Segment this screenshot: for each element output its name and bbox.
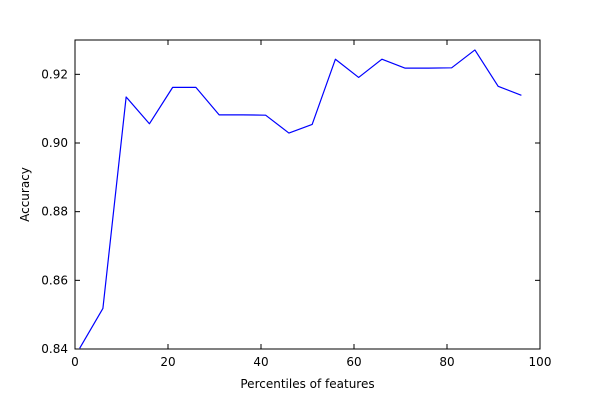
series-line-0 xyxy=(79,49,522,349)
x-tick-label: 40 xyxy=(253,355,268,369)
y-tick-label: 0.90 xyxy=(41,136,68,150)
y-tick-label: 0.84 xyxy=(41,342,68,356)
x-axis-label: Percentiles of features xyxy=(240,377,374,391)
y-tick-label: 0.92 xyxy=(41,67,68,81)
x-tick-label: 100 xyxy=(529,355,552,369)
plot-area xyxy=(79,49,522,349)
x-tick-label: 20 xyxy=(160,355,175,369)
y-axis-label: Accuracy xyxy=(18,167,32,222)
x-tick-label: 0 xyxy=(71,355,79,369)
x-tick-label: 80 xyxy=(439,355,454,369)
y-axis: 0.84 0.86 0.88 0.90 0.92 xyxy=(41,67,540,356)
x-axis: 0 20 40 60 80 100 xyxy=(71,40,551,369)
y-tick-label: 0.86 xyxy=(41,273,68,287)
y-tick-label: 0.88 xyxy=(41,205,68,219)
x-tick-label: 60 xyxy=(346,355,361,369)
plot-frame xyxy=(74,39,541,350)
